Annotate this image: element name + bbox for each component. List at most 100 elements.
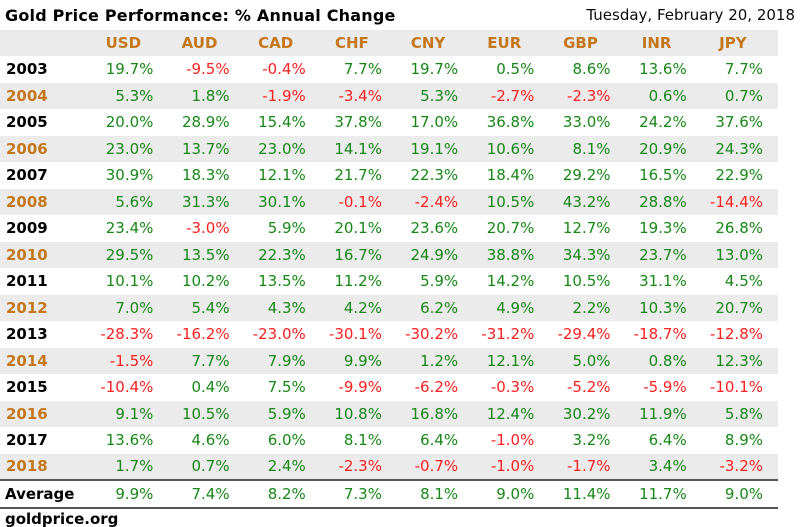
corner-cell — [0, 30, 93, 56]
table-row-2009: 2009 23.4% -3.0% 5.9% 20.1% 23.6% 20.7% 12.7% 19… — [0, 215, 778, 242]
value-cell: 11.9% — [639, 404, 687, 423]
value-cell: -10.1% — [709, 378, 763, 397]
value-cell: 22.3% — [410, 166, 459, 185]
value-cell: 24.9% — [410, 245, 459, 264]
value-cell: -12.8% — [709, 325, 763, 344]
date-label: Tuesday, February 20, 2018 — [586, 6, 795, 24]
value-cell: -2.7% — [490, 86, 535, 105]
value-cell: -1.0% — [490, 431, 535, 450]
table-row-2004: 2004 5.3% 1.8% -1.9% -3.4% 5.3% -2.7% -2.3% 0.6%… — [0, 82, 778, 109]
value-cell: 20.7% — [486, 219, 535, 238]
table-row-2016: 2016 9.1% 10.5% 5.9% 10.8% 16.8% 12.4% 30.2% 11.… — [0, 400, 778, 427]
value-cell: 22.9% — [715, 166, 763, 185]
value-cell: 0.8% — [648, 351, 687, 370]
row-year-label: 2006 — [6, 139, 48, 158]
value-cell: 23.6% — [410, 219, 459, 238]
value-cell: -29.4% — [557, 325, 611, 344]
value-cell: -18.7% — [633, 325, 687, 344]
value-cell: 14.2% — [486, 272, 535, 291]
value-cell: 24.3% — [715, 139, 763, 158]
value-cell: 10.2% — [181, 272, 230, 291]
site-footer: goldprice.org — [0, 509, 800, 527]
row-year-label: 2004 — [6, 86, 48, 105]
value-cell: 8.1% — [572, 139, 611, 158]
row-year-label: 2008 — [6, 192, 48, 211]
row-year-label: 2005 — [6, 113, 48, 132]
row-year-label: 2007 — [6, 166, 48, 185]
row-year-label: 2003 — [6, 60, 48, 79]
row-year-label: 2014 — [6, 351, 48, 370]
value-cell: 21.7% — [334, 166, 382, 185]
value-cell: 13.6% — [105, 431, 154, 450]
table-row-2017: 2017 13.6% 4.6% 6.0% 8.1% 6.4% -1.0% 3.2% 6.4% 8.… — [0, 427, 778, 454]
value-cell: -2.4% — [414, 192, 459, 211]
value-cell: 23.7% — [639, 245, 687, 264]
value-cell: 20.7% — [715, 298, 763, 317]
table-row-2015: 2015 -10.4% 0.4% 7.5% -9.9% -6.2% -0.3% -5.2% -5… — [0, 374, 778, 401]
value-cell: -0.1% — [338, 192, 382, 211]
value-cell: 22.3% — [258, 245, 306, 264]
value-cell: 29.2% — [562, 166, 611, 185]
value-cell: 20.0% — [105, 113, 154, 132]
table-row-2014: 2014 -1.5% 7.7% 7.9% 9.9% 1.2% 12.1% 5.0% 0.8% 12… — [0, 347, 778, 374]
value-cell: 0.4% — [191, 378, 230, 397]
table-row-2003: 2003 19.7% -9.5% -0.4% 7.7% 19.7% 0.5% 8.6% 13.6… — [0, 56, 778, 83]
value-cell: 30.9% — [105, 166, 154, 185]
value-cell: 19.7% — [105, 60, 154, 79]
value-cell: 28.8% — [639, 192, 687, 211]
value-cell: 7.5% — [267, 378, 306, 397]
site-name: goldprice.org — [5, 509, 119, 527]
value-cell: 4.9% — [496, 298, 535, 317]
value-cell: -30.1% — [328, 325, 382, 344]
value-cell: 13.6% — [639, 60, 687, 79]
value-cell: 5.0% — [572, 351, 611, 370]
value-cell: 4.3% — [267, 298, 306, 317]
value-cell: 20.1% — [334, 219, 382, 238]
value-cell: 0.5% — [496, 60, 535, 79]
column-header-aud: AUD — [181, 34, 218, 52]
value-cell: 18.4% — [486, 166, 535, 185]
value-cell: 26.8% — [715, 219, 763, 238]
value-cell: 33.0% — [562, 113, 611, 132]
value-cell: 19.1% — [410, 139, 459, 158]
value-cell: 43.2% — [562, 192, 611, 211]
value-cell: -2.3% — [338, 457, 382, 476]
column-header-jpy: JPY — [719, 34, 747, 52]
value-cell: -5.2% — [567, 378, 611, 397]
value-cell: -28.3% — [100, 325, 154, 344]
value-cell: -3.4% — [338, 86, 382, 105]
value-cell: 12.4% — [486, 404, 535, 423]
value-cell: -10.4% — [100, 378, 154, 397]
value-cell: 1.7% — [115, 457, 154, 476]
table-row-2011: 2011 10.1% 10.2% 13.5% 11.2% 5.9% 14.2% 10.5% 31… — [0, 268, 778, 295]
value-cell: 1.2% — [420, 351, 459, 370]
row-year-label: 2017 — [6, 431, 48, 450]
title-bar: Gold Price Performance: % Annual Change … — [0, 0, 800, 30]
value-cell: 12.3% — [715, 351, 763, 370]
value-cell: 9.1% — [115, 404, 154, 423]
value-cell: -9.5% — [186, 60, 230, 79]
value-cell: -30.2% — [405, 325, 459, 344]
value-cell: -3.0% — [186, 219, 230, 238]
table-row-2008: 2008 5.6% 31.3% 30.1% -0.1% -2.4% 10.5% 43.2% 28… — [0, 188, 778, 215]
table-row-2007: 2007 30.9% 18.3% 12.1% 21.7% 22.3% 18.4% 29.2% 1… — [0, 162, 778, 189]
average-value-cell: 9.0% — [496, 485, 535, 503]
value-cell: 20.9% — [639, 139, 687, 158]
table-row-2005: 2005 20.0% 28.9% 15.4% 37.8% 17.0% 36.8% 33.0% 2… — [0, 109, 778, 136]
value-cell: 19.7% — [410, 60, 459, 79]
table-row-2012: 2012 7.0% 5.4% 4.3% 4.2% 6.2% 4.9% 2.2% 10.3% 20.… — [0, 294, 778, 321]
value-cell: 5.9% — [267, 404, 306, 423]
value-cell: 8.9% — [724, 431, 763, 450]
value-cell: -16.2% — [176, 325, 230, 344]
column-header-chf: CHF — [334, 34, 369, 52]
value-cell: 7.7% — [724, 60, 763, 79]
column-header-eur: EUR — [487, 34, 522, 52]
value-cell: 9.9% — [343, 351, 382, 370]
value-cell: 3.4% — [648, 457, 687, 476]
table-row-2006: 2006 23.0% 13.7% 23.0% 14.1% 19.1% 10.6% 8.1% 20… — [0, 135, 778, 162]
column-header-cad: CAD — [258, 34, 294, 52]
value-cell: 10.5% — [486, 192, 535, 211]
value-cell: -0.7% — [414, 457, 459, 476]
value-cell: 3.2% — [572, 431, 611, 450]
average-value-cell: 11.4% — [562, 485, 611, 503]
